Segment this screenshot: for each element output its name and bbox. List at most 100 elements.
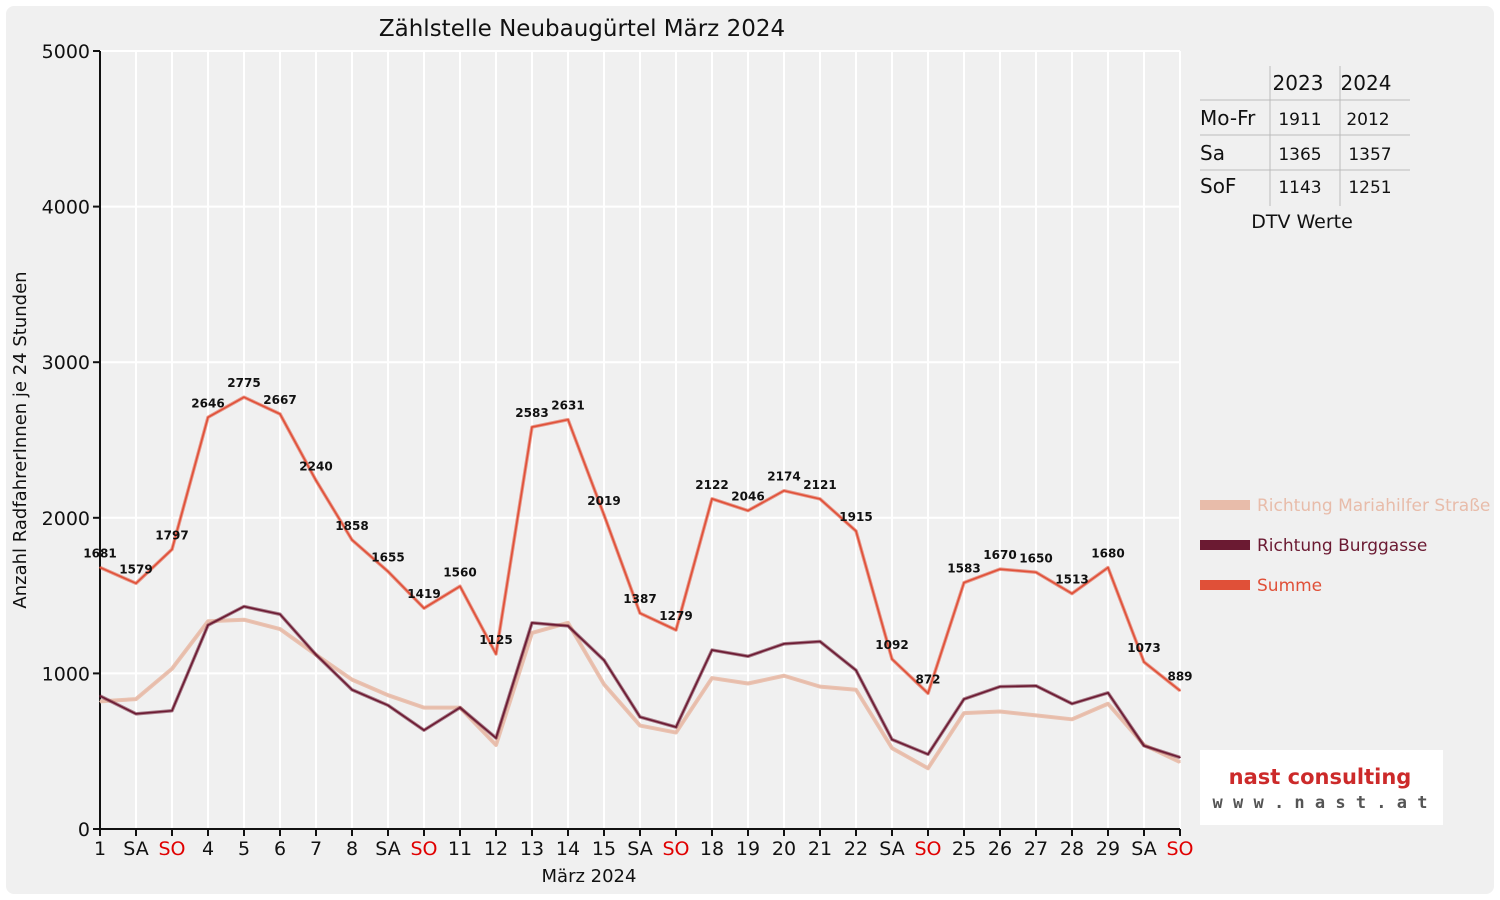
- series-1-point: [1071, 702, 1073, 705]
- series-1-point: [1107, 692, 1109, 694]
- series-1-point: [315, 653, 317, 656]
- data-label: 1073: [1127, 641, 1160, 655]
- series-1-point: [351, 688, 353, 691]
- series-0-point: [279, 628, 281, 630]
- series-0-point: [963, 712, 965, 714]
- data-label: 1650: [1019, 551, 1052, 565]
- chart-title: Zählstelle Neubaugürtel März 2024: [379, 16, 785, 42]
- data-label: 1419: [407, 587, 440, 601]
- data-label: 2122: [695, 478, 728, 492]
- axes: 0 1000 2000 3000 4000 5000 1 SA SO 4 5 6 7 8 SA SO 11 12 1…: [42, 41, 1194, 860]
- data-label: 1670: [983, 548, 1016, 562]
- dtv-row-label: SoF: [1200, 174, 1236, 198]
- series-0-point: [783, 674, 785, 677]
- y-tick-label: 5000: [42, 41, 90, 63]
- series-2-point: [567, 418, 569, 421]
- series-1-point: [1035, 685, 1037, 687]
- series-0-point: [171, 667, 173, 670]
- x-tick-label: SO: [914, 838, 941, 860]
- data-label: 1579: [119, 562, 152, 576]
- series-2-point: [1179, 689, 1181, 692]
- series-0-point: [1035, 714, 1037, 717]
- logo-name: nast consulting: [1229, 765, 1412, 789]
- series-2-point: [351, 539, 353, 541]
- series-2-point: [1035, 571, 1037, 574]
- data-label: 1858: [335, 519, 368, 533]
- x-tick-label: 4: [202, 838, 214, 860]
- data-label: 1125: [479, 633, 512, 647]
- series-0-point: [603, 683, 605, 686]
- series-1-point: [171, 709, 173, 712]
- series-2-point: [999, 568, 1001, 570]
- x-tick-label: 27: [1024, 838, 1048, 860]
- x-tick-label: SO: [1166, 838, 1193, 860]
- series-1-point: [891, 738, 893, 741]
- x-tick-label: SA: [879, 838, 904, 860]
- dtv-row-label: Mo-Fr: [1200, 106, 1256, 130]
- legend-swatch-mariahilfer: [1200, 500, 1250, 510]
- dtv-cell: 2012: [1346, 110, 1389, 130]
- data-label: 1681: [83, 546, 116, 560]
- series-0-point: [243, 618, 245, 621]
- y-tick-label: 3000: [42, 352, 90, 374]
- data-label: 889: [1167, 670, 1192, 684]
- series-1-point: [1179, 756, 1181, 759]
- x-tick-label: SO: [662, 838, 689, 860]
- y-axis-title: Anzahl RadfahrerInnen je 24 Stunden: [10, 271, 31, 608]
- series-1-point: [459, 706, 461, 709]
- series-0-point: [855, 688, 857, 691]
- data-label: 2019: [587, 494, 620, 508]
- y-tick-label: 2000: [42, 508, 90, 530]
- series-0-point: [135, 698, 137, 700]
- data-label: 2240: [299, 459, 332, 473]
- x-tick-label: 22: [844, 838, 868, 860]
- series-1-point: [711, 649, 713, 651]
- dtv-cell: 1911: [1278, 110, 1321, 130]
- series-1-point: [279, 613, 281, 616]
- series-1-point: [639, 716, 641, 718]
- data-label: 1560: [443, 565, 476, 579]
- x-tick-label: 12: [484, 838, 508, 860]
- series-1-point: [999, 685, 1001, 688]
- x-tick-label: 8: [346, 838, 358, 860]
- series-0-point: [495, 744, 497, 746]
- series-1-point: [747, 655, 749, 658]
- series-2-point: [1143, 661, 1145, 663]
- dtv-col-2024: 2024: [1341, 71, 1392, 95]
- series-2-point: [1071, 592, 1073, 595]
- data-label: 1513: [1055, 573, 1088, 587]
- series-1-point: [819, 640, 821, 643]
- series-1-point: [963, 698, 965, 700]
- series-2-point: [639, 612, 641, 614]
- series-2-point: [315, 479, 317, 482]
- series-1-point: [207, 624, 209, 626]
- data-label: 1387: [623, 592, 656, 606]
- nast-consulting-logo: nast consulting w w w . n a s t . a t: [1200, 750, 1443, 825]
- legend-swatch-summe: [1200, 580, 1250, 590]
- series-0-point: [747, 682, 749, 685]
- series-0-point: [891, 747, 893, 749]
- series-0-point: [639, 724, 641, 727]
- series-1-point: [783, 643, 785, 645]
- series-0-point: [351, 678, 353, 681]
- x-tick-label: SA: [1131, 838, 1156, 860]
- x-tick-label: SA: [375, 838, 400, 860]
- x-tick-label: SO: [158, 838, 185, 860]
- series-2-point: [243, 396, 245, 399]
- y-tick-label: 4000: [42, 197, 90, 219]
- series-2-point: [891, 658, 893, 660]
- legend-label-summe: Summe: [1257, 576, 1322, 596]
- y-tick-label: 1000: [42, 663, 90, 685]
- x-tick-label: 14: [556, 838, 580, 860]
- series-1-point: [531, 622, 533, 624]
- x-tick-label: 6: [274, 838, 286, 860]
- series-1-point: [135, 713, 137, 715]
- y-tick-label: 0: [78, 819, 90, 841]
- series-2-point: [819, 498, 821, 500]
- data-label: 2667: [263, 393, 296, 407]
- x-tick-label: SO: [410, 838, 437, 860]
- logo-box: [1200, 750, 1443, 825]
- series-2-point: [855, 530, 857, 532]
- legend: Richtung Mariahilfer Straße Richtung Bur…: [1200, 496, 1490, 596]
